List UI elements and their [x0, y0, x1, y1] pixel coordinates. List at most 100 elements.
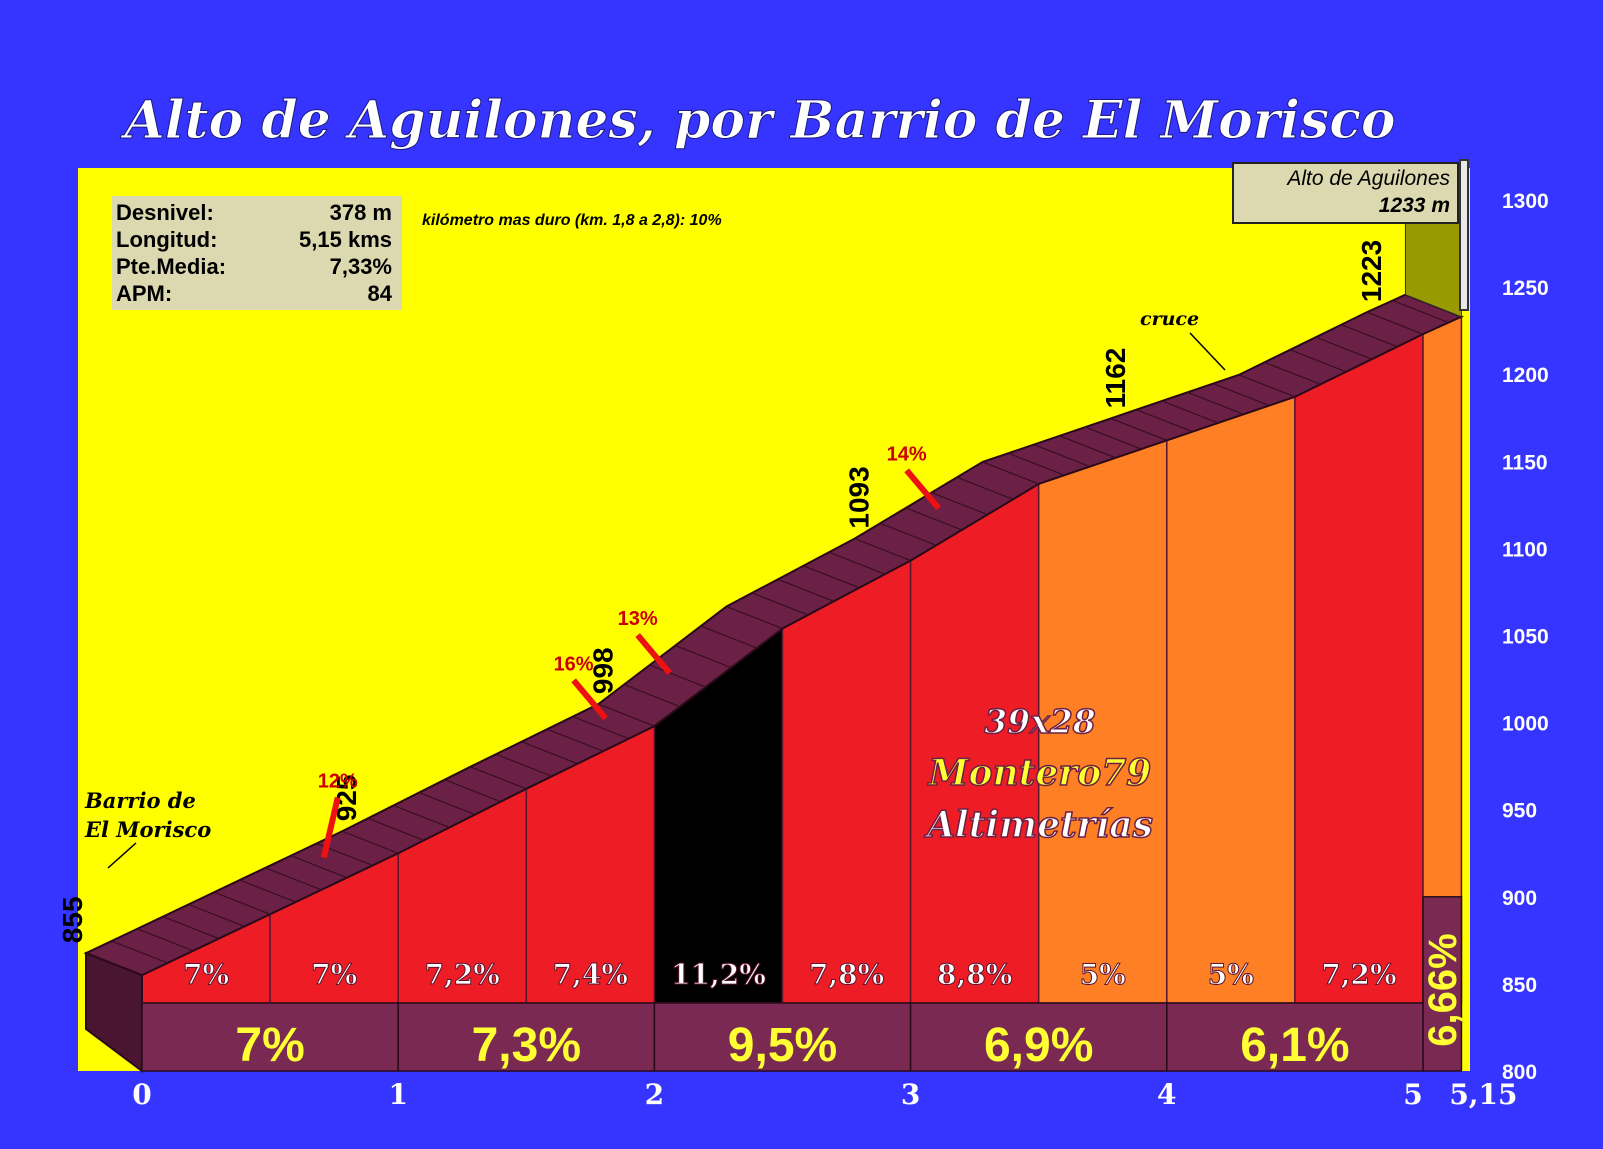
road-tick: [546, 728, 604, 752]
road-tick: [470, 766, 527, 790]
road-tick: [367, 817, 425, 841]
axis-layer: 8008509009501000105011001150120012501300…: [132, 190, 1548, 1111]
ramp-label: 14%: [887, 443, 927, 465]
km-gradient-label: 7,3%: [472, 1019, 581, 1072]
y-tick-label: 1250: [1502, 277, 1549, 300]
road-tick: [521, 741, 578, 765]
road-tick: [649, 664, 706, 688]
stats-label: APM:: [116, 281, 172, 306]
watermark-line3: Altimetrías: [924, 804, 1153, 846]
road-tick: [290, 855, 348, 879]
road-tick: [1187, 391, 1244, 415]
x-tick-label: 3: [901, 1078, 920, 1111]
road-tick: [726, 605, 783, 630]
road-tick: [675, 644, 732, 669]
half-km-gradient-label: 5%: [1208, 958, 1254, 991]
half-km-gradient-label: 7,4%: [553, 958, 628, 991]
road-tick: [1264, 361, 1321, 385]
road-tick: [956, 476, 1014, 500]
road-tick: [1084, 426, 1142, 450]
summit-post: [1459, 159, 1469, 311]
gradient-segment: [1294, 332, 1424, 1004]
y-tick-label: 1100: [1502, 538, 1548, 561]
road-tick: [444, 779, 501, 803]
road-tick: [213, 891, 271, 915]
y-tick-label: 900: [1502, 887, 1537, 910]
road-tick: [1289, 349, 1347, 373]
y-tick-label: 850: [1502, 974, 1537, 997]
altitude-label: 1162: [1100, 348, 1131, 409]
road-tick: [880, 522, 937, 546]
km-band-cell: [909, 1002, 1168, 1072]
last-segment-gradient-label: 6,66%: [1421, 933, 1465, 1046]
stats-box-bg: [112, 196, 402, 310]
ramp-marker: [571, 678, 608, 721]
y-tick-label: 1050: [1502, 626, 1549, 649]
road-tick: [341, 830, 399, 854]
x-tick-label: 4: [1157, 1078, 1176, 1111]
ramp-marker: [904, 468, 941, 511]
road-tick: [803, 565, 860, 589]
half-km-gradient-label: 7%: [311, 958, 357, 991]
road-tick: [1008, 452, 1065, 476]
last-segment-base: [1422, 896, 1463, 1072]
road-tick: [418, 792, 476, 816]
road-tick: [598, 703, 655, 727]
km-gradient-band: 7% 7,3% 9,5% 6,9% 6,1%: [141, 1002, 1424, 1072]
summit-sign: Alto de Aguilones 1233 m: [1232, 162, 1459, 224]
half-km-gradient-label: 7,2%: [425, 958, 500, 991]
chart-title: Alto de Aguilones, por Barrio de El Mori…: [119, 90, 1395, 151]
km-band-cell: [653, 1002, 912, 1072]
watermark-line2: Montero79: [927, 752, 1152, 794]
x-tick-label: 1: [388, 1078, 407, 1111]
road-tick: [239, 879, 296, 903]
km-gradient-label: 9,5%: [728, 1019, 837, 1072]
cruce-pointer: [1189, 332, 1226, 371]
half-km-gradient-label: 7,2%: [1321, 958, 1396, 991]
road-tick: [1136, 409, 1193, 433]
road-tick: [1366, 311, 1424, 335]
x-tick-label: 5: [1403, 1078, 1422, 1111]
road-tick: [1315, 336, 1372, 360]
altitude-label: 1223: [1356, 240, 1387, 302]
road-tick: [1213, 382, 1270, 407]
x-tick-label: 2: [645, 1078, 664, 1111]
km-gradient-label: 6,9%: [984, 1019, 1093, 1072]
hardest-km-note: kilómetro mas duro (km. 1,8 a 2,8): 10%: [422, 212, 722, 229]
y-tick-label: 1200: [1502, 364, 1549, 387]
watermark-line1: 39x28: [984, 702, 1096, 741]
summit-sign-bg: [1232, 162, 1459, 224]
gradient-segment: [1166, 395, 1296, 1004]
summit-altitude: 1233 m: [1379, 194, 1450, 217]
road-tick: [188, 903, 245, 927]
stats-value: 5,15 kms: [299, 227, 392, 252]
half-km-gradient-label: 11,2%: [671, 958, 766, 991]
km-gradient-label: 6,1%: [1240, 1019, 1349, 1072]
y-tick-label: 950: [1502, 800, 1537, 823]
road-tick: [1059, 435, 1116, 459]
road-tick: [111, 940, 168, 964]
y-tick-label: 1300: [1502, 190, 1549, 213]
ramp-label: 16%: [554, 653, 594, 675]
x-tick-label: 0: [132, 1078, 151, 1111]
ramp-label: 12%: [318, 771, 358, 793]
stats-box: Desnivel: 378 m Longitud: 5,15 kms Pte.M…: [112, 196, 402, 310]
half-km-gradient-label: 8,8%: [937, 958, 1012, 991]
labels-layer: 7% 7% 7,2% 7,4% 11,2% 7,8% 8,8% 5% 5% 7,2% 6,66% 85…: [57, 240, 1465, 1047]
road-tick: [700, 625, 758, 649]
road-tick: [1033, 443, 1091, 468]
road-tick: [751, 592, 809, 616]
road-tick: [393, 804, 450, 829]
cruce-label: cruce: [1140, 308, 1199, 330]
road-tick: [265, 867, 322, 891]
road-tick: [1392, 299, 1449, 324]
road-tick: [137, 928, 194, 952]
ramp-marker: [320, 796, 341, 859]
summit-name: Alto de Aguilones: [1285, 167, 1450, 190]
road-tick: [162, 916, 220, 940]
half-km-gradient-label: 5%: [1080, 958, 1126, 991]
altitude-label: 998: [587, 647, 618, 694]
km-gradient-label: 7%: [235, 1019, 304, 1072]
road-tick: [1161, 400, 1219, 424]
